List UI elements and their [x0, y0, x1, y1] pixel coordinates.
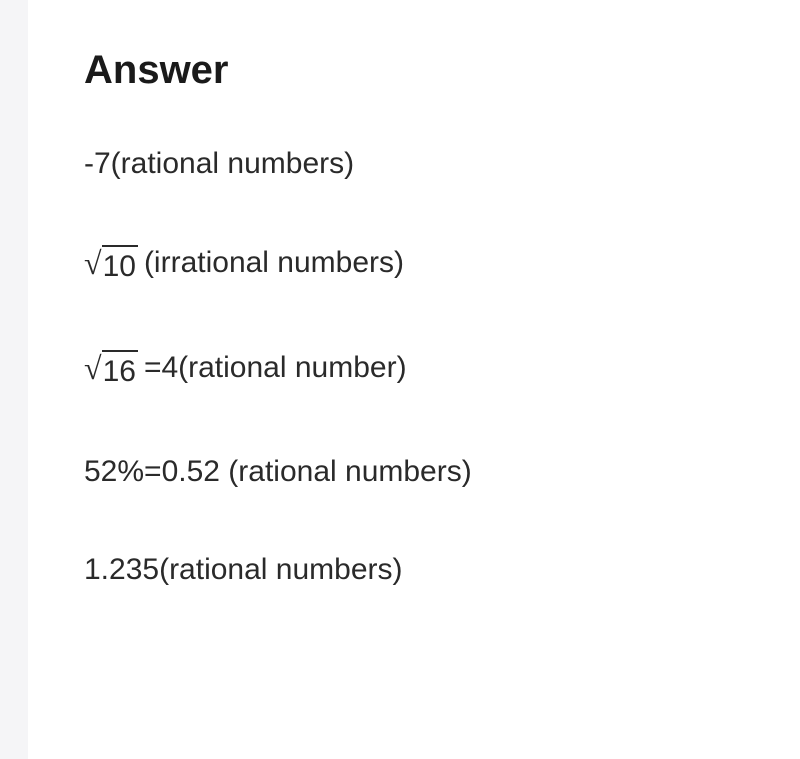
line-text: 1.235(rational numbers)	[84, 553, 403, 587]
line-text: -7(rational numbers)	[84, 147, 354, 181]
answer-line: √10 (irrational numbers)	[84, 245, 744, 286]
radicand: 16	[102, 350, 138, 391]
sqrt-expression: √16	[84, 350, 138, 391]
line-suffix: =4(rational number)	[144, 351, 407, 385]
answer-line: 1.235(rational numbers)	[84, 553, 744, 587]
radicand: 10	[102, 245, 138, 286]
answer-line: -7(rational numbers)	[84, 147, 744, 181]
line-text: 52%=0.52 (rational numbers)	[84, 455, 472, 489]
answer-heading: Answer	[84, 48, 744, 93]
sqrt-expression: √10	[84, 245, 138, 286]
line-suffix: (irrational numbers)	[144, 246, 404, 280]
answer-card: Answer -7(rational numbers)√10 (irration…	[28, 0, 800, 759]
answer-line: 52%=0.52 (rational numbers)	[84, 455, 744, 489]
radical-icon: √	[84, 352, 102, 384]
radical-icon: √	[84, 247, 102, 279]
answer-line: √16 =4(rational number)	[84, 350, 744, 391]
answer-body: -7(rational numbers)√10 (irrational numb…	[84, 147, 744, 587]
